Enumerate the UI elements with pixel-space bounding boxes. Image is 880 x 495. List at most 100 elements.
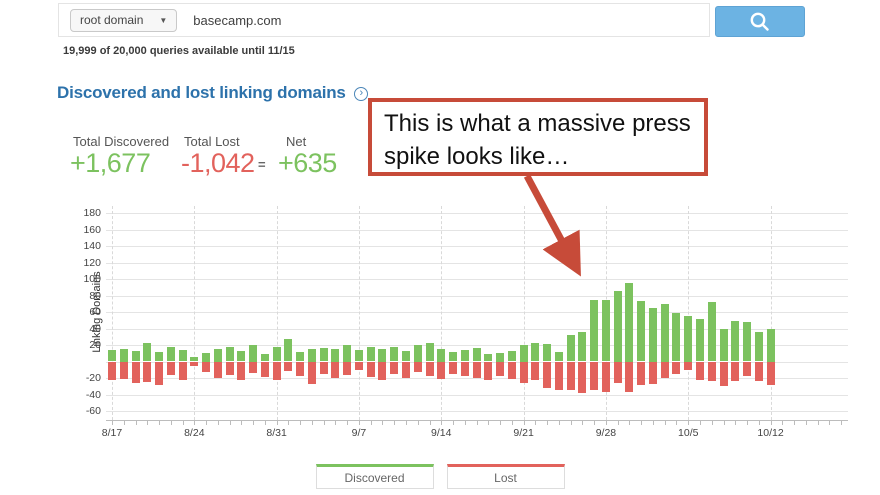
day-tick <box>182 421 184 425</box>
day-tick <box>605 421 607 425</box>
section-title[interactable]: Discovered and lost linking domains › <box>57 83 369 103</box>
y-tick-label: -40 <box>85 388 101 401</box>
bar-lost <box>625 361 634 393</box>
legend-lost[interactable]: Lost <box>446 464 565 489</box>
day-tick <box>841 421 843 425</box>
gridline <box>106 411 848 412</box>
total-discovered-label: Total Discovered <box>73 134 170 149</box>
day-tick <box>747 421 749 425</box>
bar-lost <box>390 361 399 374</box>
week-gridline <box>441 206 443 420</box>
bar-discovered <box>119 349 128 362</box>
bar-lost <box>284 361 293 372</box>
day-tick <box>217 421 219 425</box>
gridline <box>106 246 848 247</box>
bar-discovered <box>354 349 363 362</box>
net-label: Net <box>286 134 307 149</box>
x-tick-label: 8/17 <box>101 427 123 439</box>
x-tick-label: 8/24 <box>184 427 205 439</box>
day-tick <box>382 421 384 425</box>
bar-lost <box>378 361 387 380</box>
legend-lost-label: Lost <box>494 470 517 485</box>
bar-lost <box>319 361 328 374</box>
bar-discovered <box>519 345 528 362</box>
bar-lost <box>449 361 458 374</box>
bar-lost <box>108 361 116 381</box>
day-tick <box>276 421 278 425</box>
bar-discovered <box>754 331 763 362</box>
bar-lost <box>307 361 316 384</box>
y-tick-label: 120 <box>83 256 101 269</box>
bar-discovered <box>531 342 540 362</box>
day-tick <box>394 421 396 425</box>
day-tick <box>241 421 243 425</box>
day-tick <box>817 421 819 425</box>
day-tick <box>264 421 266 425</box>
gridline <box>106 229 848 231</box>
y-tick-label: -20 <box>85 372 101 384</box>
x-tick-label: 10/5 <box>678 427 699 439</box>
day-tick <box>570 421 572 425</box>
bar-lost <box>425 361 434 376</box>
bar-lost <box>155 361 164 386</box>
bar-discovered <box>719 329 728 362</box>
bar-lost <box>366 361 375 378</box>
bar-discovered <box>319 348 328 362</box>
x-axis-line <box>106 420 848 421</box>
search-bar: root domain ▼ <box>58 3 710 37</box>
bar-lost <box>260 361 269 378</box>
bar-discovered <box>637 301 646 362</box>
day-tick <box>488 421 490 425</box>
day-tick <box>229 421 231 425</box>
bar-lost <box>672 361 681 374</box>
y-tick-label: 60 <box>89 306 101 318</box>
day-tick <box>464 421 466 425</box>
bar-lost <box>543 361 552 388</box>
bar-lost <box>143 361 152 383</box>
bar-lost <box>554 361 563 391</box>
day-tick <box>123 421 125 425</box>
day-tick <box>558 421 560 425</box>
bar-discovered <box>472 348 481 362</box>
search-input[interactable] <box>193 12 709 28</box>
bar-discovered <box>648 307 657 362</box>
bar-chart-plot-area <box>106 206 848 425</box>
day-tick <box>758 421 760 425</box>
gridline <box>106 345 848 346</box>
annotation-callout: This is what a massive press spike looks… <box>368 98 708 176</box>
x-tick-label: 10/12 <box>757 427 784 439</box>
bar-discovered <box>696 318 704 362</box>
x-tick-label: 9/21 <box>513 427 534 439</box>
bar-lost <box>754 361 763 382</box>
bar-discovered <box>402 350 410 362</box>
gridline <box>106 378 848 379</box>
day-tick <box>829 421 831 425</box>
bar-lost <box>237 361 246 380</box>
bar-lost <box>249 361 258 374</box>
y-tick-label: 40 <box>89 322 101 335</box>
day-tick <box>253 421 255 425</box>
legend-discovered[interactable]: Discovered <box>315 464 434 489</box>
gridline <box>106 328 848 330</box>
gridline <box>106 279 848 280</box>
day-tick <box>406 421 407 425</box>
day-tick <box>535 421 537 425</box>
bar-lost <box>213 361 222 378</box>
bar-lost <box>696 361 704 380</box>
bar-discovered <box>225 346 234 362</box>
bar-discovered <box>131 350 140 362</box>
net-value: +635 <box>278 148 337 178</box>
bar-discovered <box>496 353 505 362</box>
day-tick <box>159 421 161 425</box>
bar-lost <box>472 361 481 378</box>
bar-lost <box>460 361 469 377</box>
total-lost-label: Total Lost <box>184 134 240 149</box>
bar-discovered <box>766 328 775 362</box>
scope-dropdown[interactable]: root domain ▼ <box>70 8 178 32</box>
x-tick-label: 9/7 <box>351 427 367 439</box>
chevron-right-circle-icon: › <box>354 87 369 101</box>
bar-discovered <box>237 350 246 362</box>
bar-discovered <box>437 349 446 362</box>
search-button[interactable] <box>715 6 805 37</box>
